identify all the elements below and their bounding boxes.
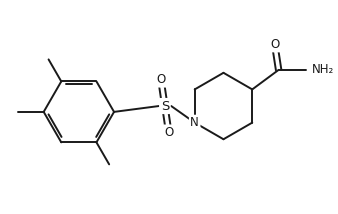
Text: O: O: [156, 73, 166, 86]
Text: S: S: [161, 100, 169, 113]
Text: NH₂: NH₂: [312, 63, 334, 76]
Text: N: N: [190, 116, 199, 129]
Text: O: O: [270, 38, 279, 51]
Text: O: O: [164, 126, 173, 139]
